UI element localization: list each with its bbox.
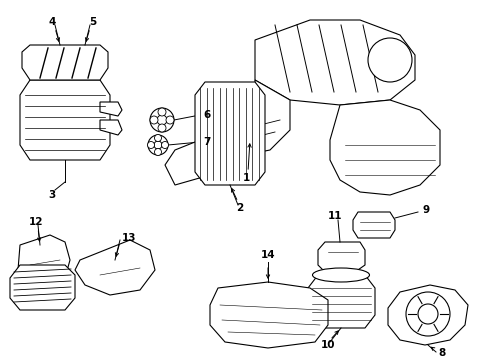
Text: 5: 5 (89, 17, 97, 27)
Text: 9: 9 (422, 205, 429, 215)
Circle shape (150, 116, 158, 124)
Circle shape (158, 124, 166, 132)
Polygon shape (353, 212, 395, 238)
Polygon shape (165, 142, 220, 185)
Ellipse shape (313, 268, 369, 282)
Polygon shape (100, 120, 122, 135)
Circle shape (147, 141, 154, 148)
Text: 8: 8 (438, 348, 445, 358)
Polygon shape (20, 80, 110, 160)
Circle shape (157, 115, 167, 125)
Polygon shape (195, 82, 265, 185)
Circle shape (158, 108, 166, 116)
Circle shape (148, 135, 168, 155)
Text: 4: 4 (49, 17, 56, 27)
Polygon shape (75, 240, 155, 295)
Polygon shape (10, 265, 75, 310)
Circle shape (154, 148, 162, 156)
Polygon shape (18, 235, 70, 288)
Text: 7: 7 (203, 137, 210, 147)
Polygon shape (318, 242, 365, 272)
Text: 11: 11 (328, 211, 342, 221)
Polygon shape (245, 122, 260, 138)
Text: 13: 13 (122, 233, 137, 243)
Circle shape (166, 116, 174, 124)
Text: 14: 14 (261, 250, 275, 260)
Circle shape (418, 304, 438, 324)
Polygon shape (220, 80, 290, 155)
Polygon shape (210, 282, 328, 348)
Text: 3: 3 (49, 190, 56, 200)
Text: 6: 6 (203, 110, 210, 120)
Circle shape (368, 38, 412, 82)
Circle shape (162, 141, 169, 148)
Polygon shape (22, 45, 108, 80)
Circle shape (154, 135, 162, 141)
Polygon shape (255, 20, 415, 105)
Text: 10: 10 (321, 340, 335, 350)
Polygon shape (100, 102, 122, 116)
Circle shape (406, 292, 450, 336)
Polygon shape (308, 275, 375, 328)
Polygon shape (388, 285, 468, 345)
Text: 1: 1 (243, 173, 249, 183)
Polygon shape (330, 100, 440, 195)
Text: 2: 2 (236, 203, 244, 213)
Circle shape (154, 141, 162, 149)
Text: 12: 12 (29, 217, 43, 227)
Circle shape (150, 108, 174, 132)
